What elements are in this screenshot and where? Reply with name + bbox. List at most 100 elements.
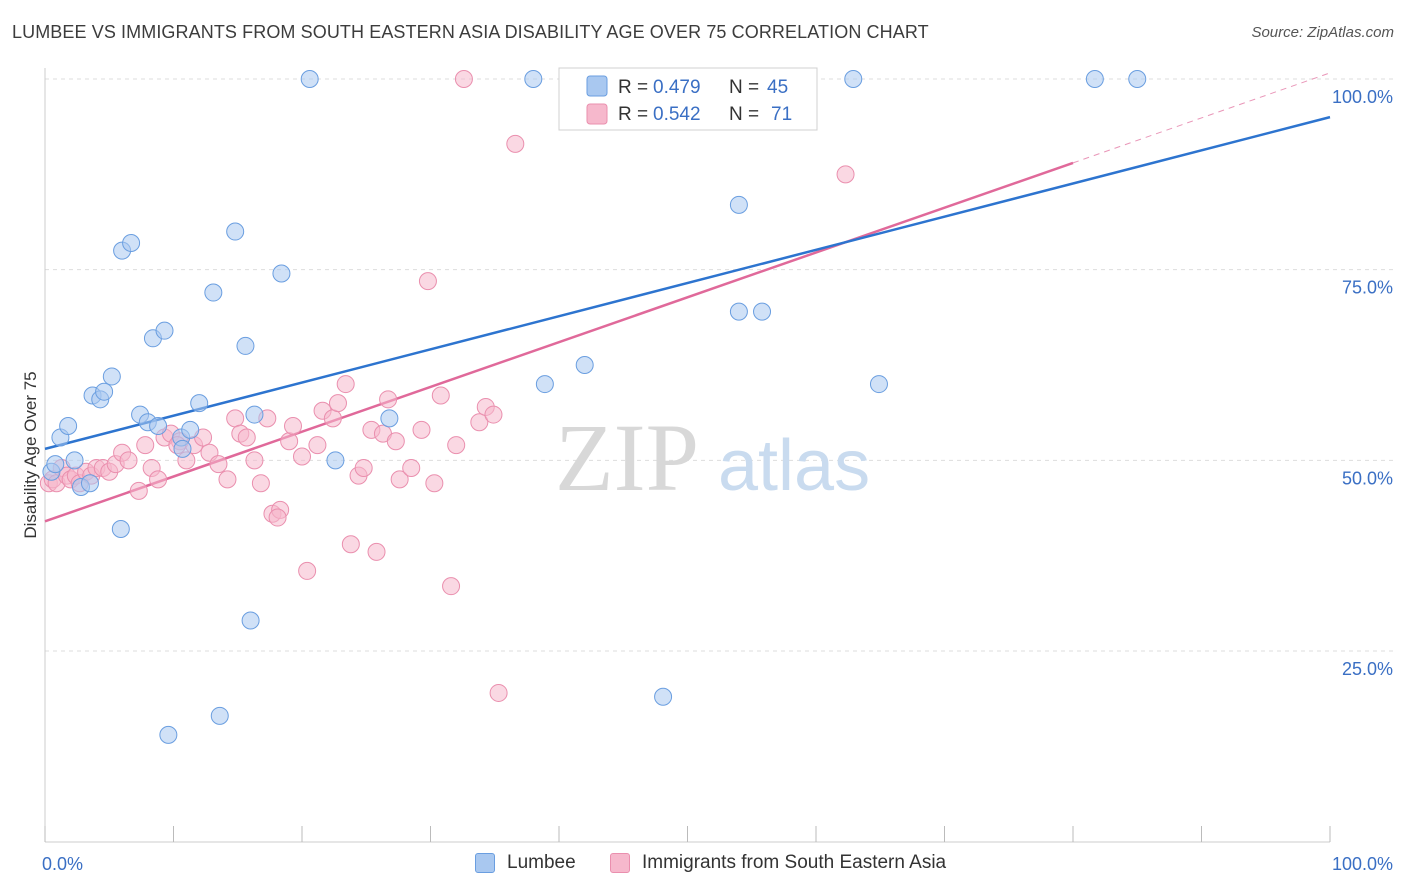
asia-point [354, 458, 373, 477]
source-credit: Source: ZipAtlas.com [1251, 24, 1394, 41]
axes [44, 68, 1331, 843]
legend-item-lumbee: Lumbee [475, 852, 576, 874]
asia-point [442, 577, 461, 596]
lumbee-point [95, 382, 114, 401]
asia-point [425, 474, 444, 493]
lumbee-point [159, 725, 178, 744]
x-tick-label: 0.0% [42, 854, 83, 874]
legend-label-lumbee: Lumbee [507, 852, 576, 873]
lumbee-point [65, 451, 84, 470]
lumbee-point [729, 195, 748, 214]
legend-swatch-asia [586, 103, 608, 125]
asia-points [39, 70, 855, 702]
lumbee-point [80, 474, 99, 493]
lumbee-point [272, 264, 291, 283]
asia-point [341, 535, 360, 554]
lumbee-point [245, 405, 264, 424]
legend-r-label-2: R = [618, 104, 648, 125]
tick-labels: 25.0% 50.0% 75.0% 100.0% 0.0% 100.0% [42, 87, 1393, 874]
lumbee-point [102, 367, 121, 386]
legend-label-asia: Immigrants from South Eastern Asia [642, 852, 947, 873]
asia-point [298, 561, 317, 580]
asia-point [489, 683, 508, 702]
lumbee-point [190, 394, 209, 413]
asia-point [506, 134, 525, 153]
lumbee-point [181, 420, 200, 439]
asia-point [268, 508, 287, 527]
asia-point [418, 272, 437, 291]
asia-point [237, 428, 256, 447]
lumbee-point [226, 222, 245, 241]
asia-point [484, 405, 503, 424]
legend-swatch-lumbee [586, 75, 608, 97]
asia-point [149, 470, 168, 489]
lumbee-point [300, 70, 319, 88]
grid-lines [45, 78, 1395, 652]
y-tick-label: 75.0% [1342, 278, 1393, 298]
asia-point [218, 470, 237, 489]
asia-point [386, 432, 405, 451]
legend-n-value-1: 45 [767, 77, 788, 98]
chart-title: LUMBEE VS IMMIGRANTS FROM SOUTH EASTERN … [12, 22, 929, 42]
lumbee-point [46, 455, 65, 474]
lumbee-point [326, 451, 345, 470]
y-axis-title: Disability Age Over 75 [21, 371, 40, 538]
y-tick-label: 25.0% [1342, 659, 1393, 679]
legend-n-label-2: N = [729, 104, 759, 125]
asia-swatch [610, 853, 630, 873]
asia-trend-extension [1072, 72, 1331, 164]
legend-r-value-2: 0.542 [653, 104, 701, 125]
asia-point [129, 481, 148, 500]
asia-point [402, 458, 421, 477]
asia-point [308, 436, 327, 455]
asia-point [280, 432, 299, 451]
legend-n-label-1: N = [729, 77, 759, 98]
lumbee-points [42, 70, 1147, 744]
watermark-zip: ZIP [555, 404, 699, 511]
lumbee-point [1128, 70, 1147, 88]
lumbee-point [173, 439, 192, 458]
asia-point [323, 409, 342, 428]
lumbee-point [149, 417, 168, 436]
lumbee-point [575, 356, 594, 374]
lumbee-point [380, 409, 399, 428]
lumbee-point [59, 417, 78, 436]
y-tick-label: 50.0% [1342, 468, 1393, 488]
lumbee-point [729, 302, 748, 321]
asia-point [431, 386, 450, 405]
asia-point [454, 70, 473, 88]
legend-r-value-1: 0.479 [653, 77, 701, 98]
asia-point [328, 394, 347, 413]
asia-point [336, 375, 355, 394]
asia-point [284, 417, 303, 436]
asia-point [245, 451, 264, 470]
asia-point [836, 165, 855, 184]
legend-item-asia: Immigrants from South Eastern Asia [610, 852, 946, 874]
legend-r-label-1: R = [618, 77, 648, 98]
y-tick-label: 100.0% [1332, 87, 1393, 107]
asia-point [379, 390, 398, 409]
asia-point [209, 455, 228, 474]
lumbee-point [654, 687, 673, 706]
lumbee-point [524, 70, 543, 88]
lumbee-point [122, 233, 141, 252]
asia-point [119, 451, 138, 470]
lumbee-point [155, 321, 174, 340]
x-tick-label: 100.0% [1332, 854, 1393, 874]
watermark: ZIP atlas [555, 404, 870, 511]
lumbee-point [204, 283, 223, 302]
legend-n-value-2: 71 [771, 104, 792, 125]
lumbee-trend-line [44, 115, 1331, 451]
lumbee-point [236, 336, 255, 355]
asia-point [390, 470, 409, 489]
lumbee-point [1085, 70, 1104, 88]
asia-point [293, 447, 311, 466]
asia-point [447, 436, 466, 455]
lumbee-point [241, 611, 260, 630]
asia-point [251, 474, 270, 493]
bottom-legend: Lumbee Immigrants from South Eastern Asi… [0, 852, 1406, 878]
lumbee-point [844, 70, 863, 88]
lumbee-point [111, 519, 130, 538]
correlation-legend: R = 0.479 N = 45 R = 0.542 N = 71 [558, 67, 818, 131]
